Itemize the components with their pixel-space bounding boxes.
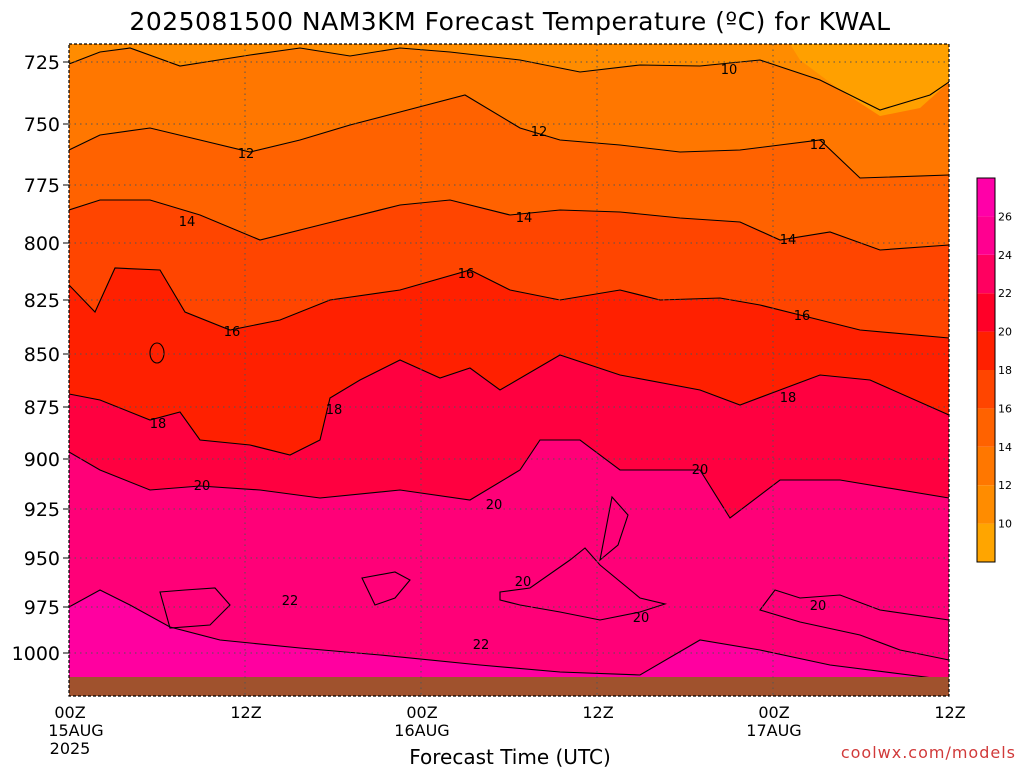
- colorbar-tick-label: 26: [998, 210, 1012, 223]
- contour-label: 20: [633, 611, 650, 626]
- band-14: [69, 44, 949, 110]
- x-tick-sublabel: 16AUG: [394, 721, 449, 740]
- contour-label: 14: [179, 215, 196, 230]
- contour-label: 12: [810, 138, 827, 153]
- colorbar-tick-label: 12: [998, 479, 1012, 492]
- y-tick-label: 750: [24, 114, 60, 136]
- colorbar-tick-label: 10: [998, 518, 1012, 531]
- contour-label: 20: [194, 479, 211, 494]
- contour-label: 20: [810, 599, 827, 614]
- colorbar-swatch: [977, 370, 995, 409]
- contour-label: 14: [780, 233, 797, 248]
- colorbar-tick-label: 20: [998, 326, 1012, 339]
- contour-18: [69, 354, 949, 456]
- isotherm-contours: [69, 47, 949, 681]
- contour-label: 18: [150, 417, 167, 432]
- contour-label: 16: [458, 267, 475, 282]
- colorbar-tick-label: 14: [998, 441, 1012, 454]
- colorbar-swatch: [977, 216, 995, 255]
- contour-label: 18: [780, 391, 797, 406]
- y-tick-label: 900: [24, 449, 60, 471]
- contour-10: [69, 47, 949, 111]
- band-16: [69, 44, 949, 178]
- contour-label: 10: [721, 63, 738, 78]
- contour-label: 20: [515, 575, 532, 590]
- contour-12: [69, 94, 949, 179]
- contour-label: 22: [282, 594, 299, 609]
- contour-20-island-a: [499, 547, 668, 621]
- band-12: [790, 44, 949, 116]
- grid-lines: [69, 44, 949, 696]
- contour-22-island-a: [159, 587, 231, 629]
- contour-label: 12: [531, 125, 548, 140]
- colorbar-tick-label: 18: [998, 364, 1012, 377]
- contour-label: 22: [473, 638, 490, 653]
- contour-label: 16: [794, 309, 811, 324]
- x-tick-label: 00Z: [54, 703, 85, 722]
- colorbar-frame: [976, 177, 996, 563]
- y-tick-label: 975: [24, 597, 60, 619]
- colorbar-tick-label: 16: [998, 402, 1012, 415]
- contour-labels: 10 12 12 12 14 14 14 16 16 16 18 18 18 2…: [150, 63, 827, 653]
- x-tick-sublabel: 17AUG: [746, 721, 801, 740]
- x-tick-year: 2025: [50, 739, 91, 758]
- terrain-strip: [69, 677, 949, 696]
- y-tick-label: 1000: [12, 643, 60, 665]
- y-tick-label: 725: [24, 52, 60, 74]
- x-tick-label: 12Z: [934, 703, 965, 722]
- contour-label: 12: [238, 147, 255, 162]
- contour-label: 16: [224, 325, 241, 340]
- x-tick-label: 00Z: [758, 703, 789, 722]
- colorbar: 10 12 14 16 18 20 22 24 26: [976, 177, 1012, 563]
- contour-label: 14: [516, 211, 533, 226]
- x-tick-label: 12Z: [582, 703, 613, 722]
- colorbar-swatch: [977, 331, 995, 370]
- chart-title: 2025081500 NAM3KM Forecast Temperature (…: [129, 7, 890, 36]
- contour-label: 18: [326, 403, 343, 418]
- colorbar-tick-label: 22: [998, 287, 1012, 300]
- contour-22: [69, 589, 949, 681]
- colorbar-swatch: [977, 485, 995, 524]
- contour-label: 20: [486, 498, 503, 513]
- x-axis-title: Forecast Time (UTC): [409, 745, 611, 768]
- x-axis: 00Z 15AUG 2025 12Z 00Z 16AUG 12Z 00Z 17A…: [48, 703, 965, 758]
- contour-20-island-b: [599, 495, 629, 562]
- colorbar-swatch: [977, 408, 995, 447]
- contour-14: [69, 199, 949, 251]
- contour-16: [69, 267, 949, 339]
- contour-18-island: [149, 342, 165, 364]
- contour-22-island-b: [361, 571, 411, 606]
- temperature-fill-bands: [69, 44, 949, 696]
- contour-20: [69, 439, 949, 519]
- y-tick-label: 775: [24, 175, 60, 197]
- contour-20-island-c: [759, 589, 949, 661]
- contour-label: 20: [692, 463, 709, 478]
- colorbar-swatch: [977, 254, 995, 294]
- colorbar-swatch: [977, 178, 995, 217]
- y-tick-label: 800: [24, 233, 60, 255]
- y-tick-label: 925: [24, 499, 60, 521]
- x-tick-sublabel: 15AUG: [48, 721, 103, 740]
- colorbar-tick-label: 24: [998, 249, 1012, 262]
- y-axis: 725 750 775 800 825 850 875 900 925 950 …: [12, 52, 69, 665]
- y-tick-label: 950: [24, 548, 60, 570]
- credit-text: coolwx.com/models: [841, 743, 1016, 762]
- plot-frame: [68, 43, 950, 697]
- colorbar-swatch: [977, 446, 995, 486]
- y-tick-label: 850: [24, 344, 60, 366]
- colorbar-swatch: [977, 293, 995, 332]
- y-tick-label: 825: [24, 290, 60, 312]
- x-tick-label: 12Z: [230, 703, 261, 722]
- x-tick-label: 00Z: [406, 703, 437, 722]
- colorbar-swatch: [977, 523, 995, 562]
- y-tick-label: 875: [24, 397, 60, 419]
